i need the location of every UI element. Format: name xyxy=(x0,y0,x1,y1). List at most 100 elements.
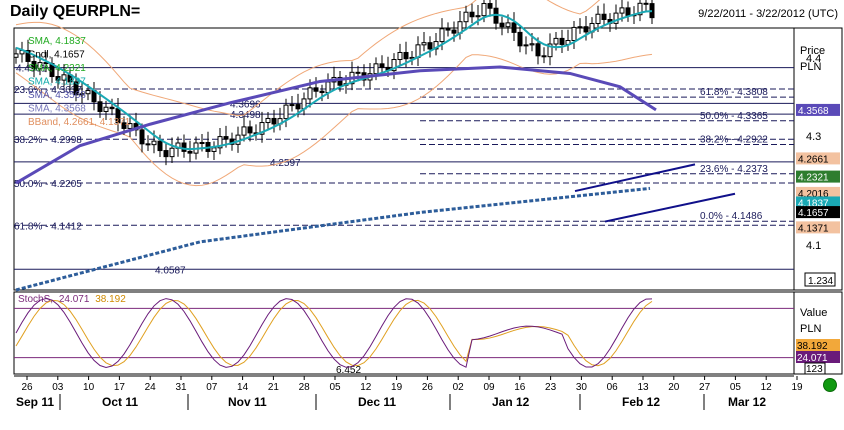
bband-upper xyxy=(15,0,601,117)
sma-slow-line xyxy=(15,65,657,185)
candle-body xyxy=(85,90,91,95)
candle-body xyxy=(235,134,241,145)
candle-body xyxy=(37,62,43,70)
legend-entry: SMA, 4.2321 xyxy=(28,63,86,74)
trendline-upper xyxy=(574,163,696,193)
candle-body xyxy=(181,142,187,152)
price-small-box xyxy=(804,272,836,287)
candle-body xyxy=(211,147,217,152)
candle-body xyxy=(559,37,565,45)
stoch-tag-k-label: 24.071 xyxy=(797,353,828,364)
candle-body xyxy=(157,140,163,152)
x-tick-label: 31 xyxy=(175,382,187,393)
x-tick-label: 07 xyxy=(206,382,218,393)
candle-body xyxy=(145,143,151,146)
candle-body xyxy=(115,108,121,124)
candle-body xyxy=(643,2,649,5)
candle-body xyxy=(151,140,157,146)
candle-body xyxy=(97,101,103,112)
price-tag-label: 4.1837 xyxy=(798,198,829,209)
x-tick-label: 20 xyxy=(668,382,680,393)
candle-body xyxy=(325,81,331,94)
candle-body xyxy=(121,122,127,129)
candle-body xyxy=(619,7,625,14)
sma-long-line xyxy=(15,186,651,292)
candle-body xyxy=(547,43,553,58)
stoch-tag-d-label: 38.192 xyxy=(797,341,828,352)
stoch-min-label: 6.452 xyxy=(336,365,361,376)
candle-body xyxy=(595,13,601,24)
candle-body xyxy=(295,104,301,110)
price-small-box-label: 1.234 xyxy=(808,276,833,287)
fib-label-left: 50.0% - 4.2205 xyxy=(14,179,82,190)
candle-body xyxy=(379,63,385,68)
x-tick-label: 12 xyxy=(360,382,372,393)
candle-body xyxy=(391,59,397,72)
candle-body xyxy=(553,37,559,45)
fib-label-right: 61.8% - 4.3808 xyxy=(700,87,768,98)
x-month-label: Mar 12 xyxy=(728,395,766,409)
candle-body xyxy=(25,49,31,62)
stoch-legend-name: StochS, xyxy=(18,294,53,305)
candle-body xyxy=(571,26,577,41)
x-tick-label: 03 xyxy=(52,382,64,393)
x-tick-label: 30 xyxy=(576,382,588,393)
price-tag-label: 4.1657 xyxy=(798,208,829,219)
candle-body xyxy=(73,81,79,96)
fib-label-right: 38.2% - 4.2922 xyxy=(700,134,768,145)
candle-body xyxy=(517,31,523,47)
candle-body xyxy=(199,142,205,145)
candle-body xyxy=(487,3,493,9)
candle-body xyxy=(139,129,145,145)
price-tag xyxy=(796,152,840,165)
candle-body xyxy=(625,7,631,16)
candle-body xyxy=(307,87,313,100)
level-label: 4.3498 xyxy=(230,110,261,121)
x-tick-label: 17 xyxy=(114,382,126,393)
stoch-tag-k xyxy=(796,351,840,363)
x-tick-label: 16 xyxy=(514,382,526,393)
legend-entry: SMA, 4.1837 xyxy=(28,36,86,47)
fib-label-right: 50.0% - 4.3365 xyxy=(700,111,768,122)
price-tag-label: 4.2321 xyxy=(798,173,829,184)
candle-body xyxy=(481,3,487,17)
price-tick-label: 4.4 xyxy=(806,53,821,65)
candle-body xyxy=(637,2,643,16)
candle-body xyxy=(577,26,583,29)
x-tick-label: 02 xyxy=(453,382,465,393)
candle-body xyxy=(373,63,379,75)
chart-title: Daily QEURPLN= xyxy=(10,3,141,20)
price-tag xyxy=(796,186,840,199)
candle-body xyxy=(529,43,535,46)
candle-body xyxy=(511,22,517,33)
date-range: 9/22/2011 - 3/22/2012 (UTC) xyxy=(698,8,838,20)
x-tick-label: 27 xyxy=(699,382,711,393)
price-tag-label: 4.2661 xyxy=(798,154,829,165)
candle-body xyxy=(337,76,343,86)
candle-body xyxy=(613,12,619,24)
x-month-label: Jan 12 xyxy=(492,395,530,409)
candle-body xyxy=(475,15,481,18)
candle-body xyxy=(355,71,361,74)
price-tick-label: 4.3 xyxy=(806,131,821,143)
x-month-label: Dec 11 xyxy=(358,395,396,409)
candle-body xyxy=(427,42,433,50)
fib-label-right: 0.0% - 4.1486 xyxy=(700,211,763,222)
fib-label-left: 38.2% - 4.2998 xyxy=(14,135,82,146)
x-tick-label: 14 xyxy=(237,382,249,393)
candle-body xyxy=(505,22,511,28)
candle-body xyxy=(523,44,529,47)
x-tick-label: 09 xyxy=(483,382,495,393)
price-tag xyxy=(796,196,840,209)
x-tick-label: 28 xyxy=(299,382,311,393)
fib-label-right: 23.6% - 4.2373 xyxy=(700,164,768,175)
legend-entry: SMA, 4.3568 xyxy=(28,90,86,101)
x-month-label: Feb 12 xyxy=(622,395,660,409)
candle-body xyxy=(535,43,541,57)
x-tick-label: 24 xyxy=(145,382,157,393)
price-tag-label: 4.2016 xyxy=(798,189,829,200)
candle-body xyxy=(259,122,265,135)
stoch-legend: StochS, 24.071 38.192 xyxy=(18,294,126,305)
